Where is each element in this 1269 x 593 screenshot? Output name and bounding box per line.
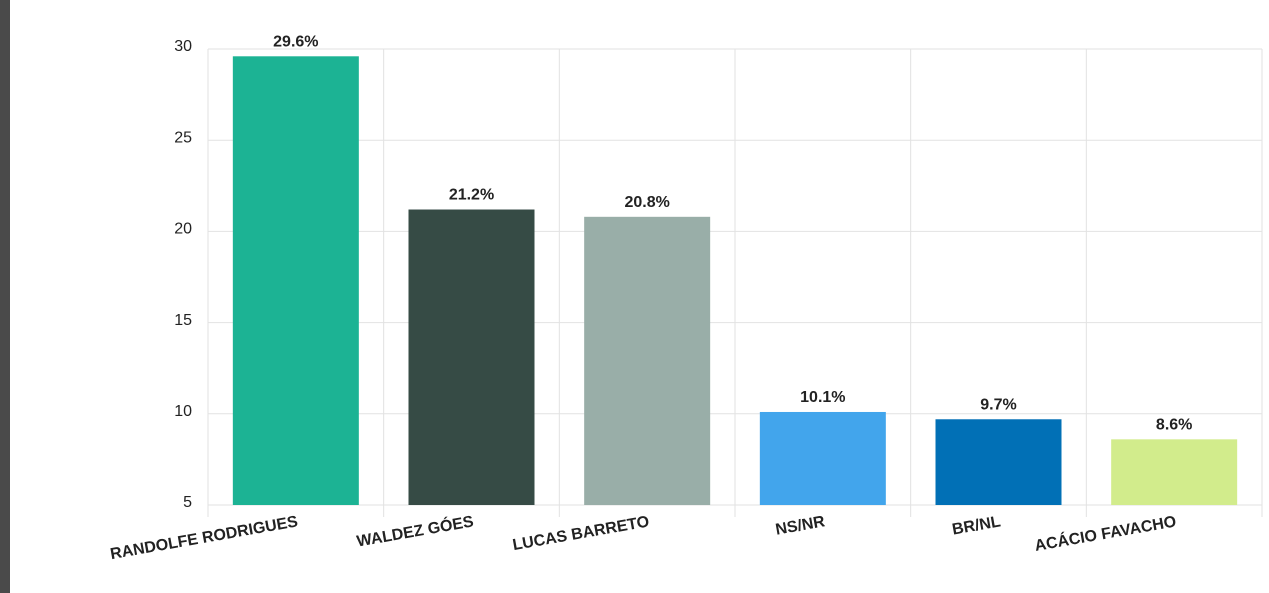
y-tick-label: 10 — [174, 403, 192, 420]
x-tick-label: RANDOLFE RODRIGUES — [109, 513, 300, 563]
x-tick-label: ACÁCIO FAVACHO — [1033, 511, 1178, 555]
x-tick-label: NS/NR — [774, 513, 826, 538]
bar — [1111, 439, 1238, 505]
y-tick-label: 20 — [174, 221, 192, 238]
y-tick-label: 15 — [174, 312, 192, 329]
value-label: 29.6% — [273, 34, 318, 51]
value-label: 20.8% — [624, 194, 669, 211]
value-label: 10.1% — [800, 389, 845, 406]
x-tick-label: BR/NL — [951, 513, 1002, 538]
y-tick-label: 30 — [174, 38, 192, 55]
x-tick-label: LUCAS BARRETO — [511, 513, 650, 554]
y-tick-label: 5 — [183, 494, 192, 511]
x-tick-label: WALDEZ GÓES — [355, 511, 475, 550]
bar — [408, 209, 535, 505]
left-border — [0, 0, 10, 593]
bar — [935, 419, 1062, 505]
bar — [759, 411, 886, 505]
value-label: 8.6% — [1156, 417, 1192, 434]
y-tick-label: 25 — [174, 129, 192, 146]
value-label: 21.2% — [449, 187, 494, 204]
bar — [232, 56, 359, 506]
value-label: 9.7% — [980, 396, 1016, 413]
bar — [584, 216, 711, 506]
